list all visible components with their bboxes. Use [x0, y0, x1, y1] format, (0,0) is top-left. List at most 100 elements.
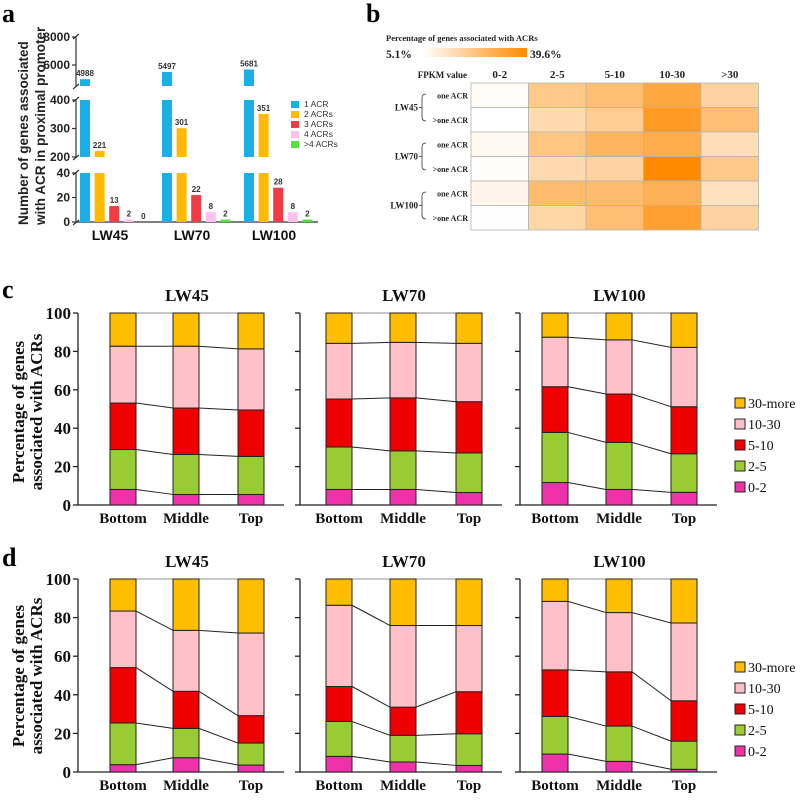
stack-connector-line: [415, 397, 457, 403]
stack-connector-line: [415, 488, 457, 494]
stack-connector-line: [198, 690, 239, 717]
heatmap-scale-title: Percentage of genes associated with ACRs: [386, 33, 538, 43]
bar-lw100-4-acrs: [287, 212, 298, 222]
heatmap-cell-r5-c0: [470, 205, 529, 231]
legend-swatch-30-more: [734, 397, 746, 409]
stack-segment-middle-5-10: [605, 671, 633, 727]
bar-lw100-1-acr: [244, 100, 254, 157]
bar-lw45-1-acr: [80, 79, 90, 86]
heatmap-row-label: >one ACR: [433, 116, 469, 125]
bar-lw45-1-acr: [80, 100, 90, 157]
stack-connector-line: [567, 715, 607, 727]
stack-connector-line: [567, 669, 607, 673]
stack-connector-line: [631, 339, 672, 348]
heatmap-cell-r2-c3: [643, 131, 702, 157]
bar-lw100-gt4-acrs: [302, 219, 313, 222]
heatmap-row-label: one ACR: [437, 189, 468, 198]
stack-connector-line: [631, 671, 672, 702]
stack-segment-middle-0-2: [389, 488, 417, 506]
heatmap-cell-r3-c3: [643, 156, 702, 182]
legend-label-0-2: 0-2: [748, 745, 767, 760]
panel-a-category-label: LW100: [252, 227, 297, 243]
subplot-category-label: Middle: [163, 778, 209, 794]
stack-connector-line: [351, 341, 391, 344]
bar-lw70-1-acr: [162, 100, 172, 157]
stack-segment-bottom-5-10: [325, 686, 353, 722]
stack-segment-middle-0-2: [389, 761, 417, 773]
legend-label-gt4-acrs: >4 ACRs: [304, 139, 338, 149]
bar-value-label: 2: [127, 210, 132, 219]
legend-label-2-5: 2-5: [748, 460, 767, 475]
stack-connector-line: [135, 722, 174, 729]
stack-segment-top-10-30: [455, 342, 483, 403]
panel-a-axis-break-mark: [72, 96, 80, 103]
heatmap-cell-r4-c1: [528, 180, 587, 206]
bar-value-label: 301: [175, 118, 189, 127]
stack-connector-line: [567, 386, 607, 395]
heatmap-column-label: 5-10: [605, 69, 626, 81]
heatmap-color-scale: [423, 48, 527, 57]
stack-segment-top-10-30: [670, 346, 698, 408]
stack-connector-line: [135, 757, 174, 766]
heatmap-group-brace: [419, 93, 427, 122]
subplot-title: LW100: [593, 286, 645, 305]
stack-segment-bottom-2-5: [109, 449, 137, 490]
subplot-ytick-label: 100: [46, 570, 72, 589]
stack-segment-bottom-2-5: [541, 715, 569, 755]
stack-connector-line: [351, 686, 391, 708]
stack-segment-bottom-0-2: [541, 482, 569, 506]
heatmap-row-label: one ACR: [437, 91, 468, 100]
stack-segment-bottom-10-30: [541, 336, 569, 388]
subplot-category-label: Top: [239, 778, 263, 794]
stack-segment-middle-10-30: [172, 345, 200, 409]
legend-label-5-10: 5-10: [748, 703, 774, 718]
subplot-category-label: Bottom: [531, 511, 579, 527]
panel-d-stacked-bars: Percentage of genes associated with ACRs…: [9, 552, 795, 794]
heatmap-cells: [470, 82, 759, 231]
subplot-ytick-label: 0: [63, 763, 72, 782]
heatmap-cell-r1-c2: [585, 107, 644, 133]
legend-swatch-10-30: [734, 682, 746, 694]
stack-segment-top-5-10: [455, 401, 483, 454]
stack-segment-bottom-2-5: [325, 720, 353, 757]
legend-swatch-5-10: [734, 439, 746, 451]
stack-segment-bottom-2-5: [109, 722, 137, 766]
stack-connector-line: [135, 488, 174, 495]
bar-value-label: 8: [291, 202, 296, 211]
stack-segment-top-10-30: [455, 625, 483, 693]
stack-segment-top-10-30: [237, 348, 265, 411]
bar-lw45-2-acrs: [94, 173, 105, 222]
panel-a-ytick-label: 400: [50, 93, 70, 107]
stack-connector-line: [135, 667, 174, 692]
bar-lw70-3-acrs: [191, 195, 202, 222]
stack-segment-top-0-2: [237, 493, 265, 506]
bar-value-label: 221: [93, 141, 107, 150]
heatmap-cell-r4-c3: [643, 180, 702, 206]
subplot-ytick-label: 40: [54, 419, 71, 438]
stack-segment-top-2-5: [455, 452, 483, 494]
heatmap-cell-r5-c1: [528, 205, 587, 231]
heatmap-cell-r0-c0: [470, 82, 529, 108]
subplot-category-label: Top: [239, 511, 263, 527]
stack-segment-middle-10-30: [389, 341, 417, 399]
bar-value-label: 5497: [158, 62, 176, 71]
heatmap-cell-r0-c3: [643, 82, 702, 108]
legend-swatch-1-acr: [291, 101, 299, 108]
stack-segment-bottom-0-2: [325, 755, 353, 773]
panel-b-heatmap: Percentage of genes associated with ACRs…: [386, 33, 759, 231]
panel-a-ytick-label: 6000: [43, 58, 70, 72]
heatmap-column-label: 10-30: [659, 69, 685, 81]
stack-connector-line: [351, 604, 391, 626]
subplot-ytick-label: 80: [54, 342, 71, 361]
stack-segment-bottom-30-more: [109, 578, 137, 612]
subplot-category-label: Middle: [380, 778, 426, 794]
bar-lw70-1-acr: [162, 72, 172, 86]
legend-label-2-acrs: 2 ACRs: [304, 109, 333, 119]
stack-segment-bottom-10-30: [325, 604, 353, 688]
stack-segment-top-0-2: [670, 491, 698, 506]
panel-d-subplots: LW45 0 20 40 60 80 100 Bottom Middle Top LW70 Botto…: [46, 552, 717, 794]
stack-segment-middle-2-5: [172, 727, 200, 759]
